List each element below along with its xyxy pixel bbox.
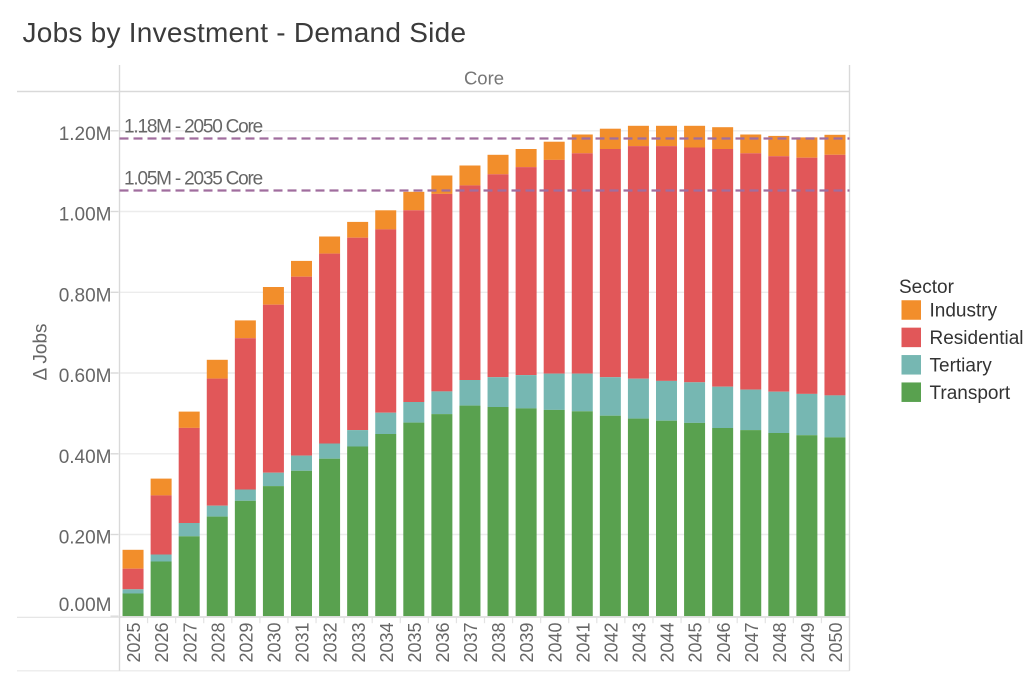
- svg-text:Industry: Industry: [930, 301, 998, 322]
- svg-text:2028: 2028: [208, 623, 228, 663]
- svg-text:1.18M - 2050 Core: 1.18M - 2050 Core: [124, 117, 263, 138]
- svg-text:2034: 2034: [377, 623, 397, 663]
- svg-text:2031: 2031: [293, 623, 313, 663]
- svg-text:2046: 2046: [714, 623, 734, 663]
- svg-text:Tertiary: Tertiary: [930, 356, 993, 377]
- svg-text:2049: 2049: [798, 623, 818, 663]
- svg-text:0.00M: 0.00M: [59, 595, 112, 616]
- svg-text:2026: 2026: [152, 623, 172, 663]
- svg-text:Jobs by Investment - Demand Si: Jobs by Investment - Demand Side: [23, 17, 467, 48]
- svg-text:2035: 2035: [405, 623, 425, 663]
- svg-text:Transport: Transport: [930, 383, 1011, 404]
- svg-text:2029: 2029: [236, 623, 256, 663]
- svg-text:1.05M - 2035 Core: 1.05M - 2035 Core: [124, 169, 263, 190]
- svg-text:2047: 2047: [742, 623, 762, 663]
- svg-text:Core: Core: [464, 68, 504, 89]
- svg-text:2032: 2032: [321, 623, 341, 663]
- svg-text:1.00M: 1.00M: [59, 205, 112, 226]
- svg-text:2033: 2033: [349, 623, 369, 663]
- svg-text:2042: 2042: [601, 623, 621, 663]
- svg-text:2044: 2044: [658, 623, 678, 663]
- svg-text:2030: 2030: [265, 623, 285, 663]
- svg-text:2037: 2037: [461, 623, 481, 663]
- svg-text:2025: 2025: [124, 623, 144, 663]
- svg-text:0.20M: 0.20M: [59, 528, 112, 549]
- svg-text:Δ Jobs: Δ Jobs: [31, 323, 52, 380]
- svg-text:Sector: Sector: [899, 277, 955, 298]
- svg-text:2027: 2027: [180, 623, 200, 663]
- svg-text:2040: 2040: [545, 623, 565, 663]
- svg-text:2048: 2048: [770, 623, 790, 663]
- svg-text:0.60M: 0.60M: [59, 366, 112, 387]
- svg-text:2038: 2038: [489, 623, 509, 663]
- svg-text:0.80M: 0.80M: [59, 285, 112, 306]
- svg-text:2043: 2043: [630, 623, 650, 663]
- svg-text:2036: 2036: [433, 623, 453, 663]
- svg-text:Residential: Residential: [930, 328, 1024, 349]
- svg-text:2045: 2045: [686, 623, 706, 663]
- svg-text:2039: 2039: [517, 623, 537, 663]
- svg-text:2050: 2050: [826, 623, 846, 663]
- svg-text:0.40M: 0.40M: [59, 447, 112, 468]
- svg-text:1.20M: 1.20M: [59, 124, 112, 145]
- svg-text:2041: 2041: [573, 623, 593, 663]
